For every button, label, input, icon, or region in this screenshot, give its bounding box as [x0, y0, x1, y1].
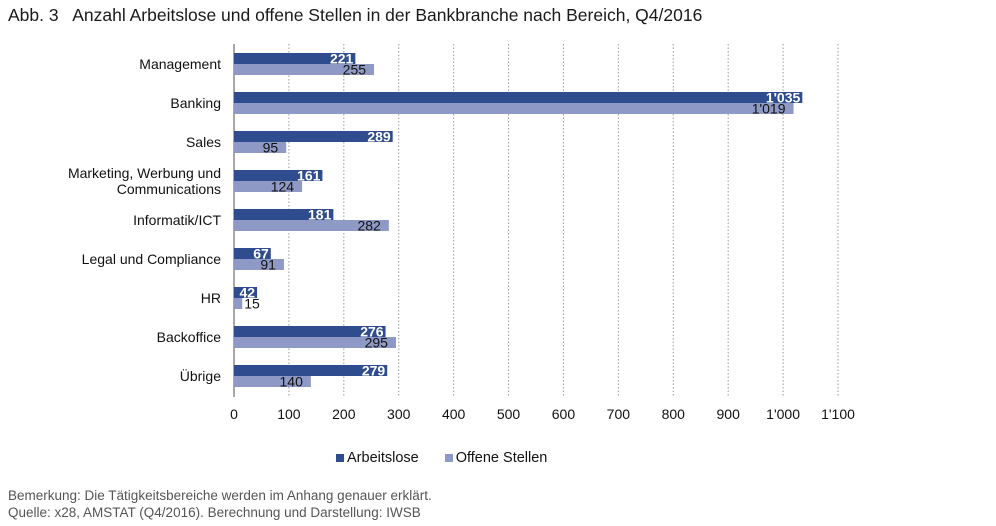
x-tick-label: 100 — [277, 406, 301, 422]
bar-arbeitslose — [234, 365, 388, 376]
chart-title: Abb. 3 Anzahl Arbeitslose und offene Ste… — [8, 5, 703, 25]
x-tick-label: 1'000 — [766, 406, 800, 422]
bar-offene-stellen — [234, 64, 375, 75]
data-label: 15 — [244, 296, 260, 312]
category-label: HR — [201, 290, 221, 306]
data-label: 295 — [365, 335, 389, 351]
category-label: Management — [139, 56, 221, 72]
data-label: 124 — [271, 179, 295, 195]
x-tick-label: 600 — [552, 406, 576, 422]
data-label: 221 — [330, 51, 354, 67]
legend: Arbeitslose Offene Stellen — [336, 450, 547, 466]
category-label: Sales — [186, 134, 221, 150]
data-label: 1'035 — [766, 90, 801, 106]
category-label: Übrige — [180, 367, 221, 384]
data-label: 67 — [253, 246, 269, 262]
bar-arbeitslose — [234, 248, 271, 259]
bar-chart: 0 100 200 300 400 500 600 700 800 900 1'000 1'100 Ma… — [68, 44, 855, 422]
category-label: Communications — [117, 181, 221, 197]
legend-item-offene-stellen: Offene Stellen — [444, 450, 548, 466]
data-label: 95 — [263, 140, 279, 156]
category-label: Legal und Compliance — [82, 251, 222, 267]
bar-arbeitslose — [234, 131, 393, 142]
legend-swatch-arbeitslose — [336, 454, 344, 462]
bar-arbeitslose — [234, 209, 334, 220]
data-label: 42 — [239, 285, 255, 301]
bar-arbeitslose — [234, 170, 323, 181]
data-label: 276 — [360, 324, 384, 340]
bar-offene-stellen — [234, 259, 284, 270]
bar-offene-stellen — [234, 103, 794, 114]
source-text: Quelle: x28, AMSTAT (Q4/2016). Berechnun… — [8, 505, 421, 520]
data-label: 161 — [297, 168, 321, 184]
notes: Bemerkung: Die Tätigkeitsbereiche werden… — [8, 487, 432, 521]
remark-text: Bemerkung: Die Tätigkeitsbereiche werden… — [8, 488, 432, 503]
data-label: 279 — [362, 363, 386, 379]
bar-arbeitslose — [234, 326, 386, 337]
data-label: 91 — [260, 257, 276, 273]
bar-offene-stellen — [234, 142, 287, 153]
data-label: 289 — [367, 129, 391, 145]
bar-arbeitslose — [234, 92, 803, 103]
x-tick-label: 300 — [387, 406, 411, 422]
x-tick-label: 900 — [717, 406, 741, 422]
bar-arbeitslose — [234, 287, 258, 298]
category-label: Banking — [170, 95, 221, 111]
x-tick-label: 0 — [230, 406, 238, 422]
data-label: 255 — [343, 62, 367, 78]
legend-swatch-offene-stellen — [444, 454, 453, 462]
data-label: 1'019 — [752, 101, 786, 117]
category-label: Backoffice — [157, 329, 222, 345]
legend-item-arbeitslose: Arbeitslose — [336, 450, 419, 466]
x-tick-label: 500 — [497, 406, 521, 422]
category-label: Marketing, Werbung und — [68, 165, 221, 181]
bar-offene-stellen — [234, 220, 389, 231]
bar-arbeitslose — [234, 53, 356, 64]
bar-offene-stellen — [234, 298, 243, 309]
x-tick-label: 800 — [662, 406, 686, 422]
x-tick-label: 400 — [442, 406, 466, 422]
data-label: 181 — [308, 207, 332, 223]
bar-offene-stellen — [234, 376, 311, 387]
x-tick-label: 700 — [607, 406, 631, 422]
bar-offene-stellen — [234, 181, 303, 192]
category-label: Informatik/ICT — [133, 212, 221, 228]
data-label: 282 — [357, 218, 381, 234]
bar-offene-stellen — [234, 337, 396, 348]
legend-label: Offene Stellen — [455, 450, 548, 466]
x-tick-label: 200 — [332, 406, 356, 422]
x-tick-label: 1'100 — [821, 406, 855, 422]
data-label: 140 — [280, 374, 304, 390]
legend-label: Arbeitslose — [347, 450, 419, 466]
